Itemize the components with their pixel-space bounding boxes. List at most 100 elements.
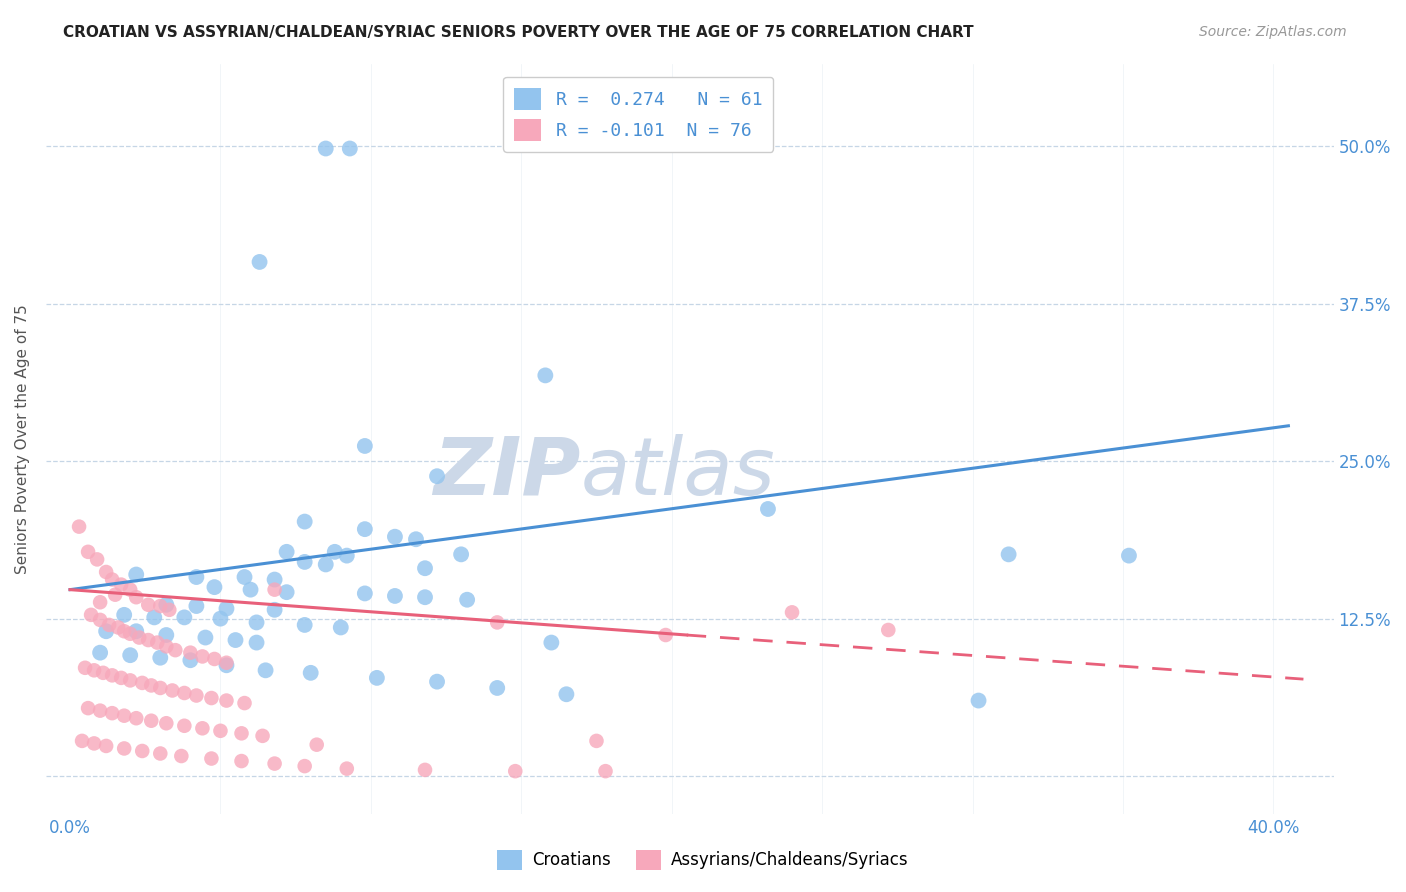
Point	[305, 738, 328, 752]
Point	[94, 565, 117, 579]
Point	[997, 547, 1019, 561]
Point	[426, 674, 449, 689]
Point	[252, 729, 274, 743]
Point	[186, 570, 208, 584]
Point	[405, 533, 427, 547]
Point	[70, 734, 93, 748]
Point	[136, 633, 159, 648]
Point	[200, 751, 222, 765]
Point	[101, 668, 124, 682]
Text: CROATIAN VS ASSYRIAN/CHALDEAN/SYRIAC SENIORS POVERTY OVER THE AGE OF 75 CORRELAT: CROATIAN VS ASSYRIAN/CHALDEAN/SYRIAC SEN…	[63, 25, 974, 40]
Point	[353, 522, 375, 536]
Y-axis label: Seniors Poverty Over the Age of 75: Seniors Poverty Over the Age of 75	[15, 304, 30, 574]
Legend: Croatians, Assyrians/Chaldeans/Syriacs: Croatians, Assyrians/Chaldeans/Syriacs	[491, 843, 915, 877]
Point	[540, 635, 562, 649]
Point	[131, 744, 153, 758]
Point	[263, 603, 285, 617]
Point	[125, 567, 148, 582]
Point	[91, 665, 114, 680]
Point	[254, 663, 277, 677]
Point	[336, 549, 359, 563]
Point	[89, 595, 111, 609]
Point	[294, 515, 316, 529]
Point	[233, 696, 256, 710]
Point	[299, 665, 322, 680]
Point	[215, 656, 238, 670]
Point	[107, 620, 129, 634]
Point	[585, 734, 607, 748]
Point	[426, 469, 449, 483]
Point	[336, 762, 359, 776]
Point	[125, 711, 148, 725]
Point	[186, 599, 208, 613]
Point	[294, 618, 316, 632]
Point	[233, 570, 256, 584]
Point	[179, 646, 201, 660]
Point	[967, 693, 990, 707]
Point	[75, 661, 97, 675]
Point	[141, 714, 163, 728]
Point	[276, 545, 298, 559]
Point	[89, 646, 111, 660]
Point	[186, 689, 208, 703]
Text: ZIP: ZIP	[433, 434, 581, 512]
Point	[534, 368, 557, 383]
Point	[83, 663, 105, 677]
Point	[173, 610, 195, 624]
Point	[323, 545, 346, 559]
Point	[77, 545, 100, 559]
Point	[194, 631, 217, 645]
Point	[456, 592, 478, 607]
Point	[112, 607, 135, 622]
Point	[149, 747, 172, 761]
Point	[200, 691, 222, 706]
Point	[450, 547, 472, 561]
Point	[125, 591, 148, 605]
Point	[80, 607, 103, 622]
Point	[191, 649, 214, 664]
Point	[136, 598, 159, 612]
Point	[384, 530, 406, 544]
Point	[149, 650, 172, 665]
Point	[162, 683, 184, 698]
Point	[503, 764, 526, 779]
Point	[89, 704, 111, 718]
Point	[353, 439, 375, 453]
Point	[191, 721, 214, 735]
Point	[339, 141, 361, 155]
Point	[245, 615, 267, 630]
Point	[143, 610, 166, 624]
Point	[249, 255, 271, 269]
Point	[294, 555, 316, 569]
Point	[413, 763, 436, 777]
Point	[155, 640, 177, 654]
Point	[125, 624, 148, 639]
Point	[98, 618, 121, 632]
Point	[173, 686, 195, 700]
Point	[294, 759, 316, 773]
Point	[366, 671, 388, 685]
Point	[209, 612, 232, 626]
Point	[149, 681, 172, 695]
Point	[263, 756, 285, 771]
Point	[263, 582, 285, 597]
Point	[149, 599, 172, 613]
Point	[77, 701, 100, 715]
Point	[486, 615, 509, 630]
Point	[110, 577, 132, 591]
Point	[245, 635, 267, 649]
Point	[104, 588, 127, 602]
Point	[486, 681, 509, 695]
Text: atlas: atlas	[581, 434, 775, 512]
Point	[315, 141, 337, 155]
Point	[112, 708, 135, 723]
Point	[155, 716, 177, 731]
Point	[165, 643, 187, 657]
Point	[94, 739, 117, 753]
Point	[101, 706, 124, 721]
Point	[877, 623, 900, 637]
Point	[780, 605, 803, 619]
Point	[86, 552, 108, 566]
Point	[215, 658, 238, 673]
Legend: R =  0.274   N = 61, R = -0.101  N = 76: R = 0.274 N = 61, R = -0.101 N = 76	[503, 77, 773, 152]
